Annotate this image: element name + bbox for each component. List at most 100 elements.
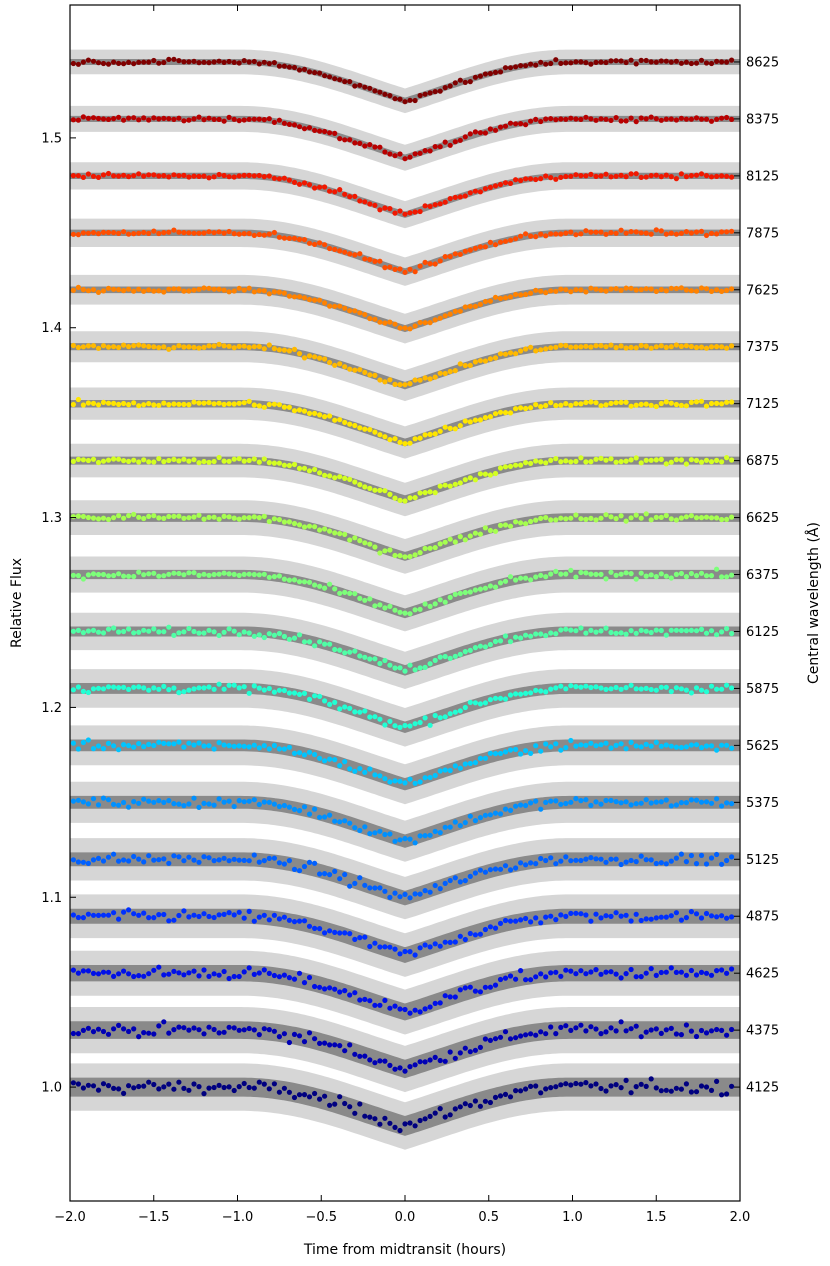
data-point [241, 58, 247, 64]
data-point [306, 579, 313, 585]
data-point [613, 1028, 619, 1034]
series-8625 [70, 56, 735, 105]
data-point [724, 626, 730, 632]
data-point [613, 1082, 619, 1088]
data-point [543, 1031, 549, 1037]
data-point [578, 857, 584, 864]
data-point [648, 402, 654, 408]
data-point [407, 895, 413, 901]
data-point [683, 461, 690, 467]
data-point [387, 93, 393, 99]
data-point [70, 60, 76, 67]
data-point [111, 1085, 117, 1091]
data-point [683, 174, 690, 180]
data-point [528, 118, 534, 124]
data-point [457, 651, 463, 657]
data-point [141, 402, 147, 408]
data-point [603, 457, 609, 463]
data-point [226, 58, 232, 65]
data-point [387, 319, 393, 325]
data-point [613, 630, 619, 636]
data-point [146, 513, 152, 520]
data-point [588, 515, 594, 522]
data-point [171, 456, 177, 462]
data-point [703, 116, 710, 122]
data-point [568, 459, 574, 465]
data-point [317, 1040, 323, 1046]
data-point [593, 456, 599, 462]
data-point [116, 401, 122, 407]
data-point [387, 894, 393, 901]
series-6375 [70, 566, 735, 617]
data-point [417, 719, 423, 726]
wavelength-label: 5375 [746, 796, 779, 811]
data-point [518, 520, 524, 526]
data-point [327, 359, 333, 366]
data-point [131, 343, 137, 349]
data-point [181, 572, 187, 578]
data-point [462, 248, 468, 254]
data-point [231, 1025, 237, 1031]
data-point [105, 61, 112, 67]
data-point [141, 744, 147, 750]
data-point [628, 918, 634, 924]
data-point [256, 1032, 262, 1038]
data-point [126, 573, 132, 579]
data-point [658, 1088, 664, 1094]
wavelength-label: 6125 [746, 625, 779, 640]
data-point [442, 599, 448, 605]
data-point [146, 915, 152, 921]
data-point [633, 287, 639, 293]
data-point [105, 969, 112, 975]
data-point [538, 288, 544, 294]
data-point [447, 483, 453, 489]
data-point [462, 878, 468, 884]
data-point [538, 1090, 544, 1096]
data-point [518, 121, 524, 127]
data-point [116, 571, 122, 577]
data-point [181, 689, 187, 695]
data-point [714, 1078, 720, 1084]
data-point [261, 513, 267, 520]
data-point [85, 689, 91, 696]
data-point [442, 824, 448, 830]
data-point [487, 750, 493, 756]
data-point [251, 918, 257, 924]
data-point [538, 748, 544, 754]
data-point [653, 227, 659, 233]
data-point [327, 812, 333, 818]
data-point [467, 362, 473, 368]
data-point [75, 627, 81, 634]
data-point [266, 116, 272, 122]
data-point [261, 912, 267, 918]
data-point [266, 1027, 272, 1033]
data-point [553, 176, 559, 182]
data-point [633, 630, 639, 636]
data-point [306, 859, 313, 866]
data-point [136, 230, 142, 236]
data-point [312, 70, 318, 76]
data-point [261, 858, 267, 864]
data-point [322, 758, 328, 764]
data-point [543, 974, 549, 980]
data-point [688, 852, 695, 859]
data-point [377, 885, 383, 891]
data-point [663, 288, 669, 294]
data-point [548, 231, 554, 237]
data-point [608, 117, 614, 123]
data-point [146, 798, 152, 804]
data-point [291, 461, 298, 468]
data-point [437, 144, 443, 150]
data-point [714, 1026, 720, 1033]
data-point [276, 176, 282, 182]
data-point [412, 721, 418, 727]
data-point [638, 1081, 644, 1087]
data-point [553, 402, 559, 409]
data-point [648, 345, 654, 351]
data-point [276, 460, 282, 466]
data-point [317, 755, 323, 761]
data-point [618, 686, 624, 692]
data-point [528, 405, 534, 411]
data-point [648, 857, 654, 863]
data-point [362, 484, 368, 490]
